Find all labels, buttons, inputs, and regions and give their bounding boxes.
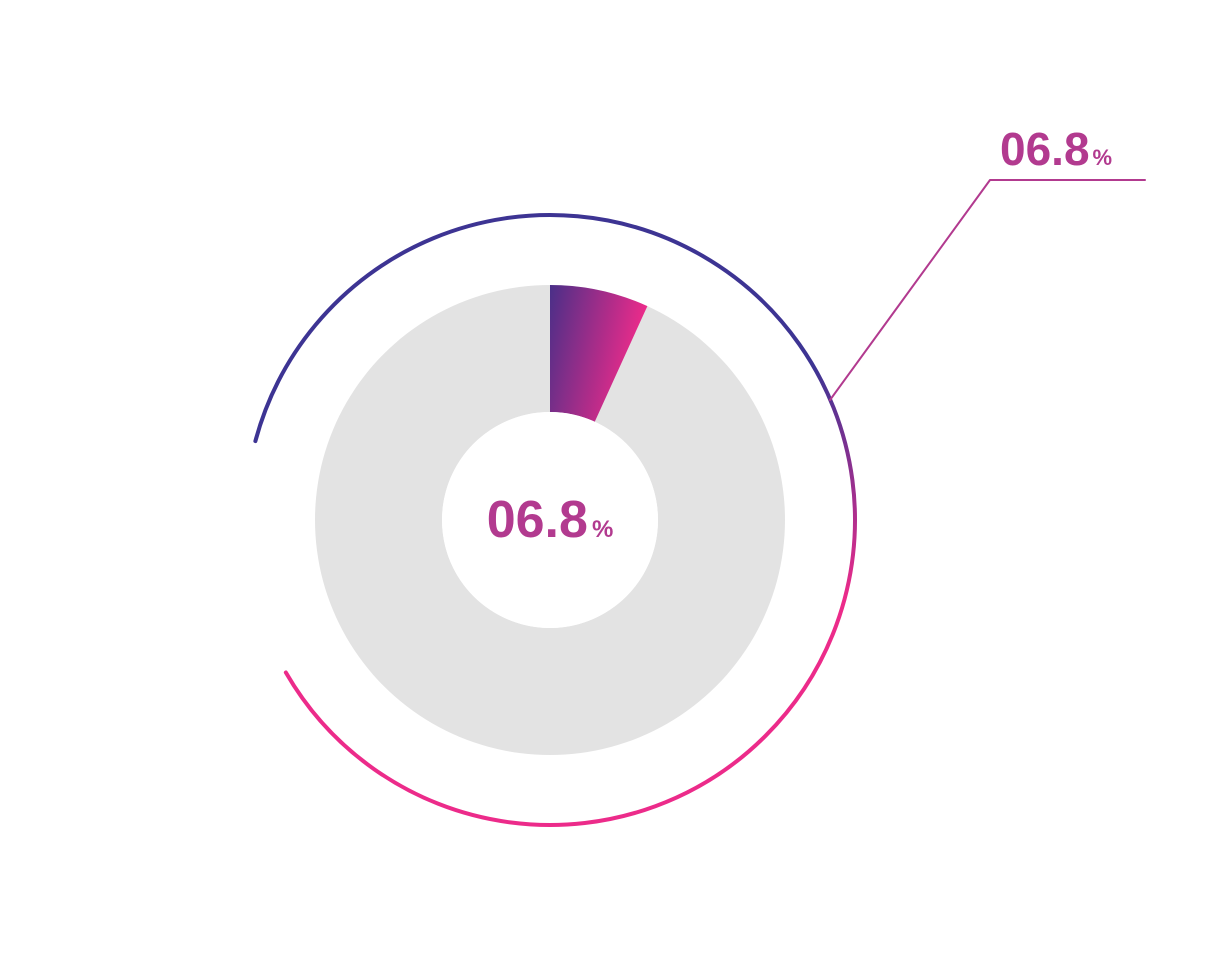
center-percentage-suffix: %	[592, 516, 613, 543]
callout-percentage-value: 06.8	[1000, 123, 1090, 175]
callout-percentage-label: 06.8%	[1000, 122, 1112, 176]
center-percentage-label: 06.8%	[487, 490, 614, 550]
infographic-stage: 06.8% 06.8%	[0, 0, 1225, 980]
callout-percentage-suffix: %	[1093, 145, 1113, 170]
center-percentage-value: 06.8	[487, 491, 588, 549]
callout-leader-line	[830, 180, 1145, 400]
